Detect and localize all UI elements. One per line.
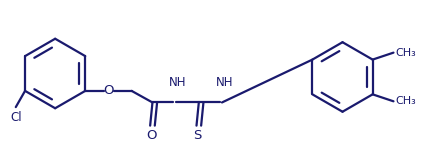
Text: NH: NH [216, 76, 233, 88]
Text: CH₃: CH₃ [396, 48, 417, 58]
Text: CH₃: CH₃ [396, 96, 417, 106]
Text: S: S [193, 129, 202, 142]
Text: O: O [146, 129, 157, 142]
Text: NH: NH [169, 76, 187, 88]
Text: O: O [103, 84, 114, 97]
Text: Cl: Cl [10, 111, 22, 124]
